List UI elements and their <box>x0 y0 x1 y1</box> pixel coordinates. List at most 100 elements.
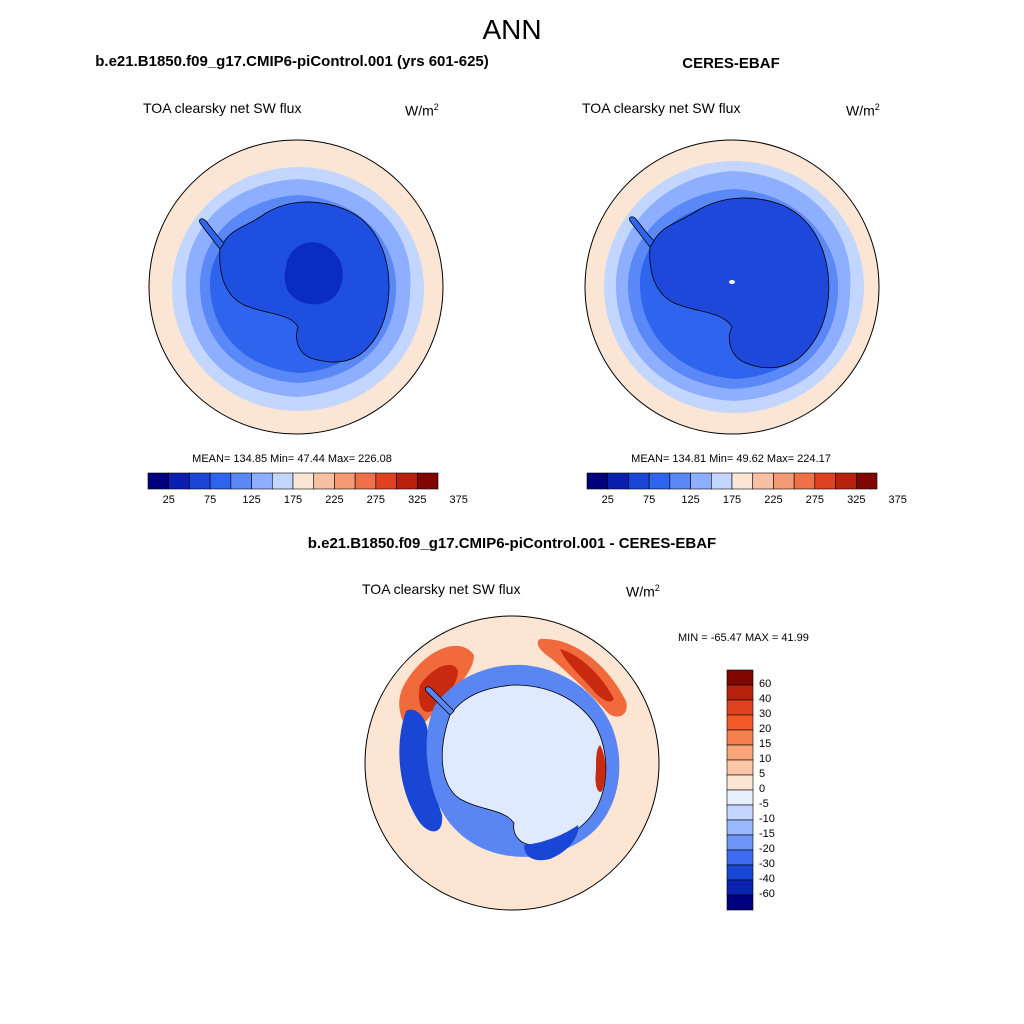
colorbar-tick-label: -30 <box>759 858 775 870</box>
panel-2-units: W/m2 <box>846 102 880 119</box>
panel-1-variable-label: TOA clearsky net SW flux <box>143 100 302 116</box>
colorbar-swatch <box>607 472 629 490</box>
colorbar-swatch <box>334 472 356 490</box>
colorbar-swatch <box>726 864 754 881</box>
colorbar-tick-label: -40 <box>759 873 775 885</box>
colorbar-swatch <box>726 684 754 701</box>
colorbar-swatch <box>354 472 377 490</box>
colorbar-tick-label: 375 <box>888 494 907 506</box>
colorbar-swatch <box>773 472 795 490</box>
colorbar-tick-label: 25 <box>601 494 614 506</box>
panel-1-colorbar <box>147 472 439 490</box>
antarctic-peninsula <box>629 216 655 248</box>
colorbar-swatch <box>147 472 170 490</box>
colorbar-swatch <box>168 472 190 490</box>
colorbar-swatch <box>396 472 418 490</box>
colorbar-tick-label: -15 <box>759 828 775 840</box>
antarctic-peninsula <box>199 218 225 250</box>
colorbar-tick-label: 75 <box>643 494 656 506</box>
colorbar-swatch <box>855 472 878 490</box>
colorbar-tick-label: 275 <box>805 494 825 506</box>
panel-1-map <box>148 139 444 435</box>
colorbar-tick-label: 225 <box>325 494 344 506</box>
colorbar-swatch <box>628 472 650 490</box>
colorbar-swatch <box>313 472 335 490</box>
colorbar-swatch <box>230 472 252 490</box>
colorbar-tick-label: 175 <box>722 494 742 506</box>
positive-anomaly-east-core <box>560 649 614 702</box>
colorbar-tick-label: -5 <box>759 798 769 810</box>
colorbar-tick-label: 30 <box>759 708 772 720</box>
colorbar-swatch <box>669 472 691 490</box>
colorbar-swatch <box>752 472 774 490</box>
colorbar-swatch <box>292 472 315 490</box>
colorbar-swatch <box>271 472 294 490</box>
colorbar-swatch <box>726 729 754 746</box>
panel-3-units: W/m2 <box>626 583 660 600</box>
colorbar-tick-label: 20 <box>759 723 772 735</box>
panel-2-map <box>584 139 880 435</box>
colorbar-tick-label: 25 <box>162 494 175 506</box>
colorbar-tick-label: 325 <box>847 494 866 506</box>
colorbar-tick-label: 375 <box>449 494 468 506</box>
colorbar-swatch <box>586 472 609 490</box>
colorbar-tick-label: 225 <box>764 494 783 506</box>
panel-3-stats: MIN = -65.47 MAX = 41.99 <box>678 632 809 644</box>
colorbar-swatch <box>710 472 733 490</box>
colorbar-swatch <box>726 804 754 821</box>
panel-3-colorbar-ticks: 60 40 30 20 15 10 5 0 -5 -10 -15 -20 -30 -40 -60 <box>759 670 799 910</box>
colorbar-swatch <box>726 669 754 686</box>
colorbar-swatch <box>726 714 754 731</box>
panel-2-variable-label: TOA clearsky net SW flux <box>582 100 741 116</box>
panel-1-stats: MEAN= 134.85 Min= 47.44 Max= 226.08 <box>192 453 392 465</box>
panel-3-title: b.e21.B1850.f09_g17.CMIP6-piControl.001 … <box>307 535 717 552</box>
colorbar-swatch <box>648 472 671 490</box>
colorbar-swatch <box>209 472 232 490</box>
colorbar-swatch <box>726 879 754 896</box>
panel-1-units: W/m2 <box>405 102 439 119</box>
colorbar-swatch <box>416 472 439 490</box>
colorbar-swatch <box>731 472 754 490</box>
colorbar-tick-label: 0 <box>759 783 766 795</box>
panel-2-stats: MEAN= 134.81 Min= 49.62 Max= 224.17 <box>631 453 831 465</box>
colorbar-tick-label: -10 <box>759 813 775 825</box>
colorbar-swatch <box>814 472 836 490</box>
panel-1-title: b.e21.B1850.f09_g17.CMIP6-piControl.001 … <box>95 53 489 70</box>
panel-2-title: CERES-EBAF <box>682 55 780 72</box>
colorbar-tick-label: 10 <box>759 753 772 765</box>
antarctic-peninsula <box>425 686 455 716</box>
colorbar-tick-label: 40 <box>759 693 772 705</box>
panel-2-colorbar-ticks: 25 75 125 175 225 275 325 375 <box>587 494 907 508</box>
colorbar-tick-label: -60 <box>759 888 775 900</box>
colorbar-tick-label: 325 <box>408 494 427 506</box>
colorbar-tick-label: 125 <box>242 494 261 506</box>
colorbar-tick-label: 125 <box>681 494 700 506</box>
colorbar-swatch <box>726 834 754 851</box>
panel-3-map <box>364 615 660 911</box>
colorbar-swatch <box>835 472 857 490</box>
colorbar-swatch <box>726 699 754 716</box>
data-gap <box>729 280 735 284</box>
negative-anomaly-south <box>524 825 579 861</box>
colorbar-tick-label: 175 <box>283 494 303 506</box>
panel-1-colorbar-ticks: 25 75 125 175 225 275 325 375 <box>148 494 468 508</box>
colorbar-tick-label: -20 <box>759 843 775 855</box>
colorbar-swatch <box>251 472 273 490</box>
colorbar-tick-label: 5 <box>759 768 766 780</box>
colorbar-swatch <box>793 472 816 490</box>
colorbar-swatch <box>690 472 712 490</box>
colorbar-swatch <box>726 819 754 836</box>
negative-anomaly-west <box>399 709 443 832</box>
colorbar-swatch <box>189 472 211 490</box>
colorbar-swatch <box>375 472 397 490</box>
colorbar-swatch <box>726 894 754 911</box>
positive-anomaly-southwest-core <box>418 664 458 712</box>
colorbar-swatch <box>726 759 754 776</box>
panel-2-colorbar <box>586 472 878 490</box>
colorbar-tick-label: 15 <box>759 738 772 750</box>
panel-3-colorbar <box>726 669 754 911</box>
antarctica-ice <box>649 197 830 369</box>
colorbar-swatch <box>726 774 754 791</box>
colorbar-tick-label: 75 <box>204 494 217 506</box>
positive-anomaly-coast-east <box>595 745 606 792</box>
